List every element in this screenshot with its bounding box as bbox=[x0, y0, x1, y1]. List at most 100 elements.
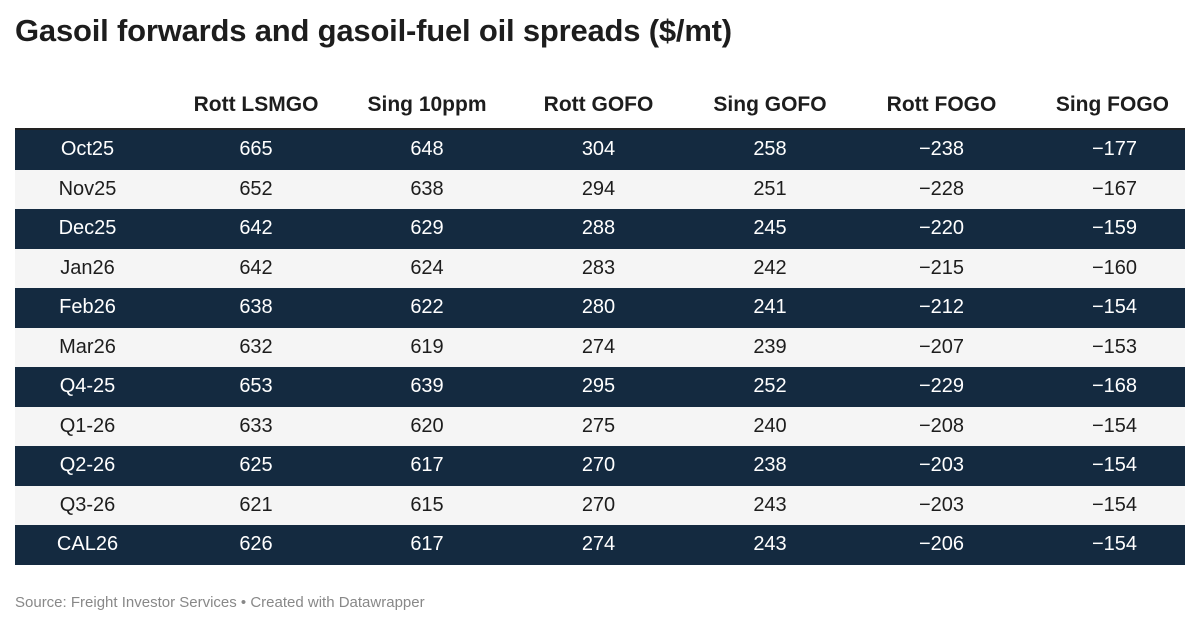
row-label-cell: Dec25 bbox=[15, 209, 160, 249]
header-cell-sing-gofo: Sing GOFO bbox=[695, 82, 845, 130]
table-row: Oct25 665 648 304 258 −238 −177 bbox=[15, 129, 1185, 170]
row-label-cell: Feb26 bbox=[15, 288, 160, 328]
header-cell-sing-fogo: Sing FOGO bbox=[1038, 82, 1185, 130]
value-cell-rott-fogo: −203 bbox=[845, 446, 1038, 486]
value-cell-rott-gofo: 274 bbox=[502, 327, 695, 367]
value-cell-rott-fogo: −229 bbox=[845, 367, 1038, 407]
value-cell-sing-10ppm: 648 bbox=[352, 129, 502, 170]
value-cell-sing-gofo: 239 bbox=[695, 327, 845, 367]
row-label-cell: Mar26 bbox=[15, 327, 160, 367]
row-label-cell: Oct25 bbox=[15, 129, 160, 170]
value-cell-sing-10ppm: 620 bbox=[352, 406, 502, 446]
value-cell-rott-lsmgo: 625 bbox=[160, 446, 352, 486]
table-row: Q2-26 625 617 270 238 −203 −154 bbox=[15, 446, 1185, 486]
value-cell-sing-fogo: −168 bbox=[1038, 367, 1185, 407]
value-cell-rott-gofo: 270 bbox=[502, 446, 695, 486]
value-cell-sing-gofo: 240 bbox=[695, 406, 845, 446]
value-cell-sing-gofo: 251 bbox=[695, 169, 845, 209]
value-cell-sing-fogo: −154 bbox=[1038, 446, 1185, 486]
row-label-cell: Q4-25 bbox=[15, 367, 160, 407]
value-cell-rott-fogo: −238 bbox=[845, 129, 1038, 170]
row-label-cell: CAL26 bbox=[15, 525, 160, 565]
value-cell-rott-fogo: −203 bbox=[845, 485, 1038, 525]
value-cell-rott-fogo: −215 bbox=[845, 248, 1038, 288]
value-cell-rott-lsmgo: 652 bbox=[160, 169, 352, 209]
value-cell-sing-gofo: 243 bbox=[695, 525, 845, 565]
value-cell-sing-gofo: 238 bbox=[695, 446, 845, 486]
value-cell-rott-gofo: 280 bbox=[502, 288, 695, 328]
value-cell-sing-fogo: −154 bbox=[1038, 485, 1185, 525]
value-cell-rott-fogo: −220 bbox=[845, 209, 1038, 249]
header-cell-label bbox=[15, 82, 160, 130]
value-cell-rott-gofo: 295 bbox=[502, 367, 695, 407]
value-cell-sing-gofo: 242 bbox=[695, 248, 845, 288]
value-cell-sing-10ppm: 638 bbox=[352, 169, 502, 209]
value-cell-rott-lsmgo: 642 bbox=[160, 248, 352, 288]
table-row: Mar26 632 619 274 239 −207 −153 bbox=[15, 327, 1185, 367]
data-table-container: Rott LSMGO Sing 10ppm Rott GOFO Sing GOFO Ro… bbox=[15, 82, 1185, 565]
value-cell-rott-lsmgo: 633 bbox=[160, 406, 352, 446]
value-cell-sing-gofo: 245 bbox=[695, 209, 845, 249]
header-cell-rott-gofo: Rott GOFO bbox=[502, 82, 695, 130]
table-body: Oct25 665 648 304 258 −238 −177 Nov25 652 638 294 2… bbox=[15, 129, 1185, 565]
table-row: Feb26 638 622 280 241 −212 −154 bbox=[15, 288, 1185, 328]
table-row: Q1-26 633 620 275 240 −208 −154 bbox=[15, 406, 1185, 446]
value-cell-rott-gofo: 304 bbox=[502, 129, 695, 170]
value-cell-rott-lsmgo: 626 bbox=[160, 525, 352, 565]
data-table: Rott LSMGO Sing 10ppm Rott GOFO Sing GOFO Ro… bbox=[15, 82, 1185, 565]
value-cell-sing-fogo: −154 bbox=[1038, 525, 1185, 565]
chart-title: Gasoil forwards and gasoil-fuel oil spre… bbox=[15, 13, 732, 48]
value-cell-rott-fogo: −207 bbox=[845, 327, 1038, 367]
value-cell-rott-lsmgo: 621 bbox=[160, 485, 352, 525]
value-cell-sing-10ppm: 624 bbox=[352, 248, 502, 288]
table-row: Q3-26 621 615 270 243 −203 −154 bbox=[15, 485, 1185, 525]
value-cell-sing-10ppm: 617 bbox=[352, 525, 502, 565]
row-label-cell: Q1-26 bbox=[15, 406, 160, 446]
value-cell-sing-fogo: −159 bbox=[1038, 209, 1185, 249]
value-cell-sing-fogo: −154 bbox=[1038, 406, 1185, 446]
header-cell-sing-10ppm: Sing 10ppm bbox=[352, 82, 502, 130]
value-cell-rott-gofo: 288 bbox=[502, 209, 695, 249]
value-cell-rott-lsmgo: 638 bbox=[160, 288, 352, 328]
value-cell-rott-fogo: −208 bbox=[845, 406, 1038, 446]
value-cell-sing-gofo: 243 bbox=[695, 485, 845, 525]
value-cell-sing-fogo: −153 bbox=[1038, 327, 1185, 367]
table-row: Jan26 642 624 283 242 −215 −160 bbox=[15, 248, 1185, 288]
value-cell-sing-10ppm: 629 bbox=[352, 209, 502, 249]
table-row: Nov25 652 638 294 251 −228 −167 bbox=[15, 169, 1185, 209]
value-cell-sing-gofo: 258 bbox=[695, 129, 845, 170]
source-note: Source: Freight Investor Services • Crea… bbox=[15, 594, 425, 611]
header-cell-rott-lsmgo: Rott LSMGO bbox=[160, 82, 352, 130]
value-cell-rott-gofo: 294 bbox=[502, 169, 695, 209]
value-cell-rott-gofo: 275 bbox=[502, 406, 695, 446]
value-cell-rott-lsmgo: 653 bbox=[160, 367, 352, 407]
row-label-cell: Jan26 bbox=[15, 248, 160, 288]
value-cell-rott-fogo: −212 bbox=[845, 288, 1038, 328]
value-cell-sing-fogo: −167 bbox=[1038, 169, 1185, 209]
value-cell-rott-gofo: 283 bbox=[502, 248, 695, 288]
value-cell-sing-fogo: −177 bbox=[1038, 129, 1185, 170]
value-cell-sing-10ppm: 617 bbox=[352, 446, 502, 486]
table-row: Dec25 642 629 288 245 −220 −159 bbox=[15, 209, 1185, 249]
row-label-cell: Nov25 bbox=[15, 169, 160, 209]
value-cell-rott-fogo: −206 bbox=[845, 525, 1038, 565]
value-cell-sing-10ppm: 615 bbox=[352, 485, 502, 525]
row-label-cell: Q2-26 bbox=[15, 446, 160, 486]
value-cell-rott-gofo: 274 bbox=[502, 525, 695, 565]
table-row: CAL26 626 617 274 243 −206 −154 bbox=[15, 525, 1185, 565]
row-label-cell: Q3-26 bbox=[15, 485, 160, 525]
value-cell-sing-fogo: −160 bbox=[1038, 248, 1185, 288]
value-cell-sing-gofo: 241 bbox=[695, 288, 845, 328]
value-cell-sing-fogo: −154 bbox=[1038, 288, 1185, 328]
value-cell-sing-gofo: 252 bbox=[695, 367, 845, 407]
value-cell-rott-fogo: −228 bbox=[845, 169, 1038, 209]
value-cell-sing-10ppm: 619 bbox=[352, 327, 502, 367]
value-cell-rott-gofo: 270 bbox=[502, 485, 695, 525]
header-cell-rott-fogo: Rott FOGO bbox=[845, 82, 1038, 130]
value-cell-rott-lsmgo: 665 bbox=[160, 129, 352, 170]
value-cell-sing-10ppm: 639 bbox=[352, 367, 502, 407]
value-cell-rott-lsmgo: 632 bbox=[160, 327, 352, 367]
table-row: Q4-25 653 639 295 252 −229 −168 bbox=[15, 367, 1185, 407]
value-cell-rott-lsmgo: 642 bbox=[160, 209, 352, 249]
value-cell-sing-10ppm: 622 bbox=[352, 288, 502, 328]
